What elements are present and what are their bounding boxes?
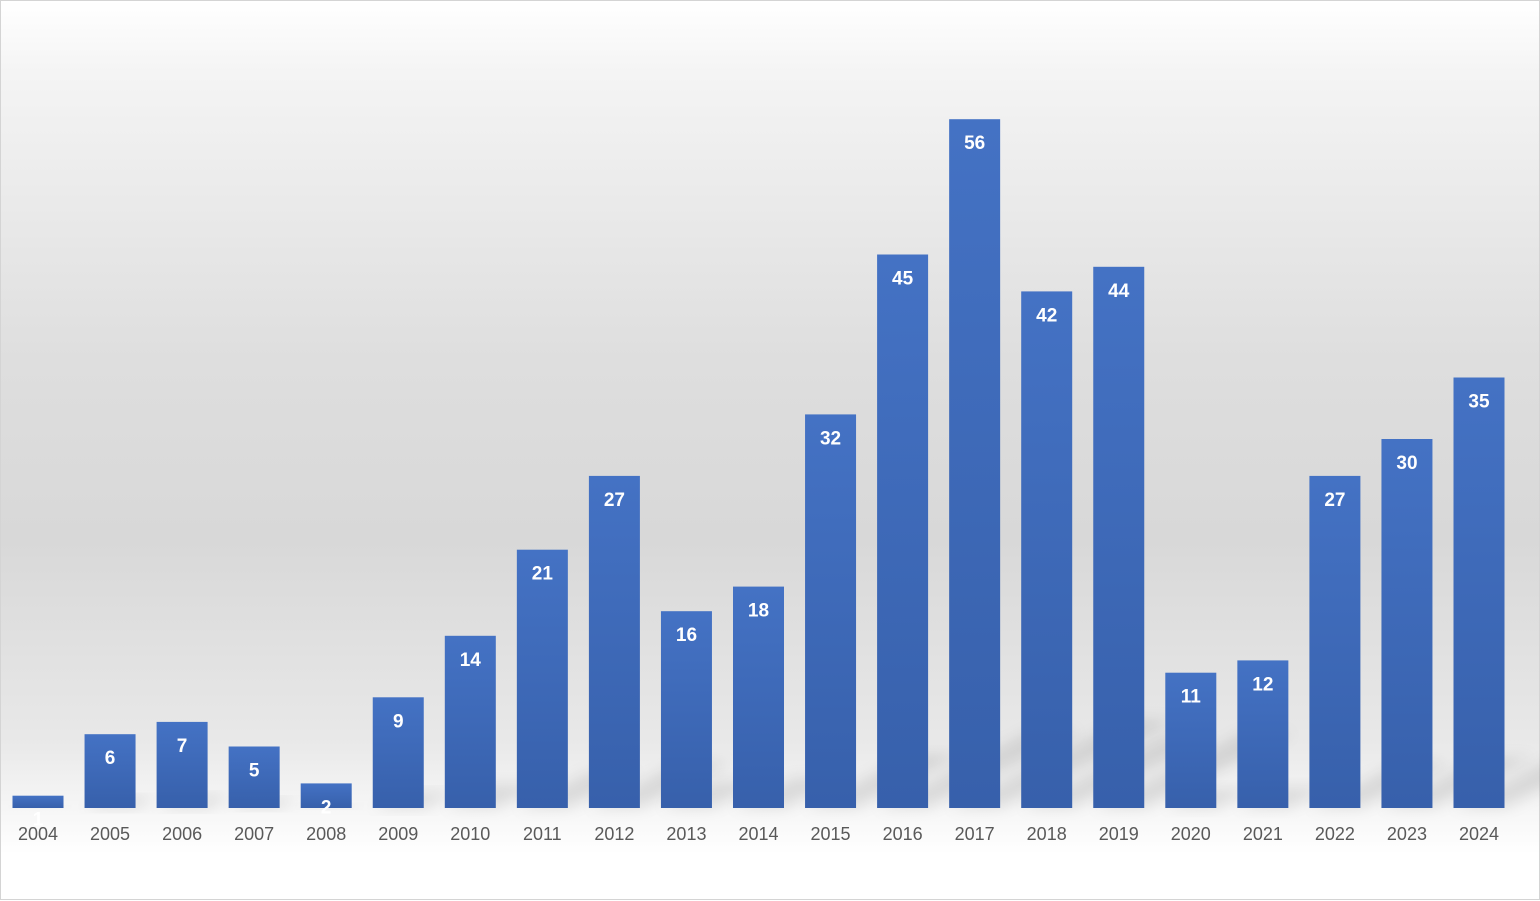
bar-2005	[85, 734, 136, 808]
data-label-2005: 6	[105, 748, 116, 769]
x-tick-label-2021: 2021	[1243, 824, 1283, 844]
x-tick-label-2007: 2007	[234, 824, 274, 844]
bar-2016	[877, 255, 928, 809]
data-label-2024: 35	[1468, 392, 1490, 413]
bar-2011	[517, 550, 568, 808]
data-label-2011: 21	[532, 564, 554, 585]
data-label-2021: 12	[1252, 674, 1273, 695]
bar-2018	[1021, 291, 1072, 808]
x-tick-label-2016: 2016	[883, 824, 923, 844]
data-label-2015: 32	[820, 428, 841, 449]
bar-2019	[1093, 267, 1144, 808]
data-label-2006: 7	[177, 736, 188, 757]
data-label-2018: 42	[1036, 305, 1057, 326]
x-tick-label-2004: 2004	[18, 824, 58, 844]
x-tick-label-2018: 2018	[1027, 824, 1067, 844]
x-tick-label-2023: 2023	[1387, 824, 1427, 844]
x-tick-label-2012: 2012	[594, 824, 634, 844]
data-label-2009: 9	[393, 711, 404, 732]
data-label-2008: 2	[321, 797, 332, 818]
x-tick-label-2013: 2013	[666, 824, 706, 844]
bar-2012	[589, 476, 640, 808]
x-axis-tick-labels: 2004 2005 2006 2007 2008 2009 2010 2011 2012 2013…	[18, 824, 1499, 844]
x-tick-label-2014: 2014	[738, 824, 778, 844]
bar-2004	[13, 796, 64, 808]
bar-2024	[1454, 378, 1505, 809]
data-label-2013: 16	[676, 625, 697, 646]
x-tick-label-2024: 2024	[1459, 824, 1499, 844]
data-label-2019: 44	[1108, 281, 1130, 302]
x-tick-label-2015: 2015	[811, 824, 851, 844]
x-tick-label-2010: 2010	[450, 824, 490, 844]
bar-2022	[1309, 476, 1360, 808]
data-label-2023: 30	[1396, 453, 1417, 474]
bar-2015	[805, 414, 856, 808]
bar-2023	[1381, 439, 1432, 808]
x-tick-label-2019: 2019	[1099, 824, 1139, 844]
x-tick-label-2006: 2006	[162, 824, 202, 844]
x-tick-label-2008: 2008	[306, 824, 346, 844]
bars	[13, 119, 1505, 808]
data-label-2016: 45	[892, 269, 914, 290]
data-label-2010: 14	[460, 650, 482, 671]
bar-2006	[157, 722, 208, 808]
bar-2017	[949, 119, 1000, 808]
data-label-2017: 56	[964, 133, 985, 154]
x-tick-label-2022: 2022	[1315, 824, 1355, 844]
data-label-2020: 11	[1181, 687, 1202, 708]
x-tick-label-2011: 2011	[523, 824, 562, 844]
x-tick-label-2020: 2020	[1171, 824, 1211, 844]
x-tick-label-2017: 2017	[955, 824, 995, 844]
x-tick-label-2005: 2005	[90, 824, 130, 844]
data-label-2012: 27	[604, 490, 625, 511]
x-tick-label-2009: 2009	[378, 824, 418, 844]
data-label-2022: 27	[1324, 490, 1345, 511]
data-label-2007: 5	[249, 761, 260, 782]
data-label-2014: 18	[748, 601, 769, 622]
